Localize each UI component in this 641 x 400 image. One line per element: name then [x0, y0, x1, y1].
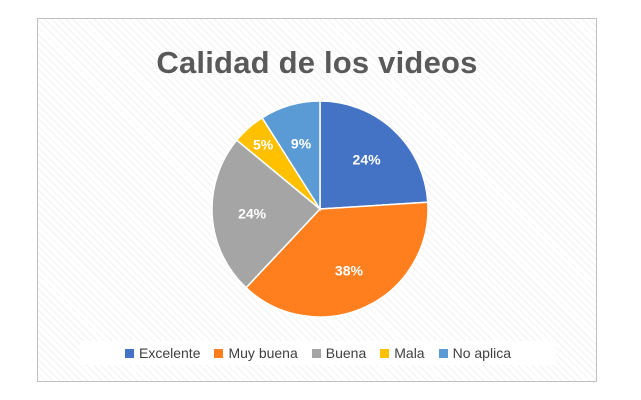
legend-label-mala: Mala	[394, 345, 425, 361]
legend-item-mala: Mala	[380, 345, 425, 361]
legend-swatch-buena	[311, 348, 321, 358]
chart-area: Calidad de los videos 24% 38% 24% 5% 9% Exce…	[37, 18, 597, 382]
legend-item-no-aplica: No aplica	[438, 345, 511, 361]
legend-item-muy-buena: Muy buena	[214, 345, 298, 361]
pie-slice-muy-buena	[245, 201, 429, 318]
legend-label-no-aplica: No aplica	[452, 345, 511, 361]
pie-slice-buena	[211, 139, 322, 289]
legend: Excelente Muy buena Buena Mala No aplica	[80, 341, 556, 365]
slice-label-muy-buena: 38%	[335, 263, 364, 279]
legend-label-buena: Buena	[325, 345, 367, 361]
legend-swatch-excelente	[125, 348, 134, 358]
legend-swatch-muy-buena	[214, 348, 224, 358]
slice-label-excelente: 24%	[353, 151, 382, 167]
legend-swatch-mala	[380, 348, 390, 358]
legend-swatch-no-aplica	[438, 348, 448, 358]
slice-label-buena: 24%	[238, 205, 267, 221]
pie-chart: 24% 38% 24% 5% 9%	[211, 100, 429, 318]
legend-item-buena: Buena	[311, 345, 367, 361]
pie-slice-no-aplica	[261, 100, 321, 212]
slice-label-no-aplica: 9%	[291, 136, 312, 152]
pie-slice-excelente	[319, 100, 429, 210]
slice-label-mala: 5%	[253, 136, 274, 152]
legend-item-excelente: Excelente	[125, 345, 200, 361]
legend-label-excelente: Excelente	[139, 345, 201, 361]
legend-label-muy-buena: Muy buena	[228, 345, 298, 361]
chart-title: Calidad de los videos	[156, 45, 478, 80]
